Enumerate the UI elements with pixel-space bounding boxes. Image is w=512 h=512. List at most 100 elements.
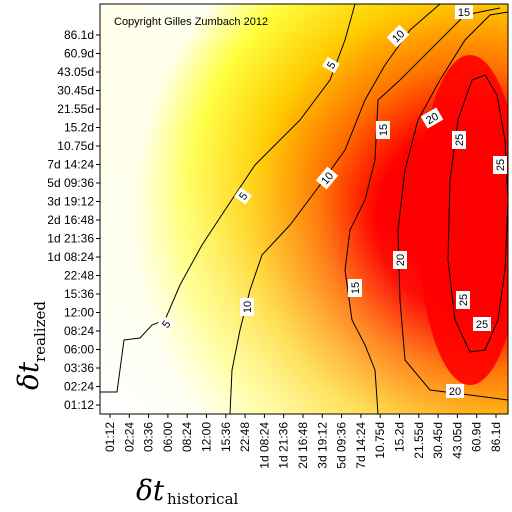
x-tick-label: 5d 09:36 xyxy=(335,422,349,469)
contour-label-text: 25 xyxy=(495,159,507,171)
y-axis-title: δt realized xyxy=(12,301,49,390)
x-tick-label: 10.75d xyxy=(373,422,387,459)
x-axis-ticks: 01:12 02:24 03:36 06:00 08:24 12:00 15:36 22:48… xyxy=(103,414,503,469)
contour-10 xyxy=(229,4,441,414)
y-tick-label: 08:24 xyxy=(64,324,94,338)
x-tick-label: 03:36 xyxy=(142,422,156,452)
contour-15 xyxy=(344,7,501,414)
y-tick-label: 60.9d xyxy=(64,47,94,61)
contour-label: 5 xyxy=(322,56,340,74)
x-tick-label: 60.9d xyxy=(470,422,484,452)
contour-label-bg xyxy=(456,291,470,309)
x-tick-label: 15.2d xyxy=(393,422,407,452)
y-tick-label: 10.75d xyxy=(57,139,94,153)
y-axis-ticks: 01:12 02:24 03:36 06:00 08:24 12:00 15:36 22:48… xyxy=(47,28,100,412)
contour-label-bg xyxy=(157,315,175,333)
y-axis-title-subscript: realized xyxy=(31,301,49,362)
contour-label: 25 xyxy=(456,291,470,309)
y-tick-label: 1d 08:24 xyxy=(47,250,94,264)
contour-label: 5 xyxy=(157,315,175,333)
contour-label-text: 5 xyxy=(237,191,250,203)
contour-label-bg xyxy=(493,156,507,174)
contour-label-text: 20 xyxy=(424,111,441,128)
x-tick-label: 02:24 xyxy=(122,422,136,452)
x-tick-label: 30.45d xyxy=(431,422,445,459)
x-tick-label: 3d 19:12 xyxy=(315,422,329,469)
y-tick-label: 21.55d xyxy=(57,102,94,116)
contour-label: 5 xyxy=(234,187,252,205)
x-tick-label: 1d 08:24 xyxy=(257,422,271,469)
contour-label-text: 5 xyxy=(160,319,173,331)
contour-label-bg xyxy=(376,121,390,139)
y-tick-label: 30.45d xyxy=(57,84,94,98)
y-tick-label: 15.2d xyxy=(64,121,94,135)
copyright-annotation: Copyright Gilles Zumbach 2012 xyxy=(114,16,268,28)
y-tick-label: 5d 09:36 xyxy=(47,176,94,190)
contour-label: 25 xyxy=(493,156,507,174)
heatmap-hot-core xyxy=(418,55,508,385)
contour-label: 25 xyxy=(473,317,491,331)
contour-label-text: 25 xyxy=(458,294,470,306)
contour-label-text: 20 xyxy=(449,386,461,398)
contour-label-bg xyxy=(420,107,444,129)
contour-label: 20 xyxy=(446,384,464,398)
contour-label: 10 xyxy=(240,298,254,316)
contour-label-text: 15 xyxy=(458,7,470,19)
y-tick-label: 3d 19:12 xyxy=(47,195,94,209)
contour-label: 15 xyxy=(348,279,362,297)
contour-label-text: 15 xyxy=(350,282,362,294)
contour-label-bg xyxy=(348,279,362,297)
x-tick-label: 15:36 xyxy=(219,422,233,452)
y-tick-label: 02:24 xyxy=(64,380,94,394)
x-tick-label: 43.05d xyxy=(450,422,464,459)
x-tick-label: 86.1d xyxy=(489,422,503,452)
y-tick-label: 22:48 xyxy=(64,269,94,283)
contour-label-bg xyxy=(455,5,473,19)
y-tick-label: 86.1d xyxy=(64,28,94,42)
x-tick-label: 7d 14:24 xyxy=(354,422,368,469)
x-tick-label: 22:48 xyxy=(238,422,252,452)
contour-label-bg xyxy=(446,384,464,398)
contour-label: 20 xyxy=(393,251,407,269)
contour-label-bg xyxy=(452,131,466,149)
contour-label-bg xyxy=(386,24,410,48)
y-tick-label: 1d 21:36 xyxy=(47,232,94,246)
contour-label-text: 25 xyxy=(476,319,488,331)
y-tick-label: 06:00 xyxy=(64,343,94,357)
contour-label: 15 xyxy=(376,121,390,139)
contour-label: 20 xyxy=(420,107,444,129)
contour-label-text: 20 xyxy=(395,254,407,266)
x-axis-title-subscript: historical xyxy=(167,490,239,508)
y-tick-label: 43.05d xyxy=(57,65,94,79)
x-axis-title-symbol: δt xyxy=(136,474,165,507)
contour-5 xyxy=(100,4,356,393)
y-tick-label: 15:36 xyxy=(64,287,94,301)
y-tick-label: 12:00 xyxy=(64,306,94,320)
y-axis-title-symbol: δt xyxy=(12,361,45,390)
x-tick-label: 21.55d xyxy=(412,422,426,459)
x-tick-label: 12:00 xyxy=(200,422,214,452)
contour-label: 15 xyxy=(455,5,473,19)
contour-label-text: 15 xyxy=(378,124,390,136)
contour-label-bg xyxy=(240,298,254,316)
contour-label-bg xyxy=(322,56,340,74)
x-tick-label: 08:24 xyxy=(180,422,194,452)
contour-label-bg xyxy=(393,251,407,269)
x-tick-label: 01:12 xyxy=(103,422,117,452)
x-tick-label: 2d 16:48 xyxy=(296,422,310,469)
y-tick-label: 2d 16:48 xyxy=(47,213,94,227)
x-tick-label: 06:00 xyxy=(161,422,175,452)
contour-20 xyxy=(397,11,508,401)
y-tick-label: 7d 14:24 xyxy=(47,158,94,172)
x-axis-title: δt historical xyxy=(136,474,239,508)
plot-frame xyxy=(99,3,509,415)
contour-label-bg xyxy=(473,317,491,331)
contour-label-text: 5 xyxy=(325,60,338,71)
contour-label-text: 10 xyxy=(242,301,254,313)
x-tick-label: 1d 21:36 xyxy=(277,422,291,469)
y-tick-label: 03:36 xyxy=(64,361,94,375)
contour-label-text: 25 xyxy=(454,134,466,146)
contour-label-bg xyxy=(234,187,252,205)
